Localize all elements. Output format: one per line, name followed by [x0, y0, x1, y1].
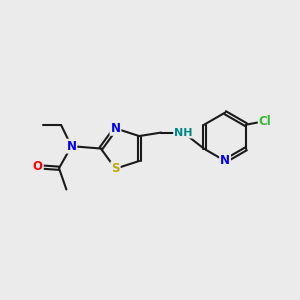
Text: NH: NH	[174, 128, 193, 137]
Text: O: O	[33, 160, 43, 173]
Text: N: N	[110, 122, 121, 135]
Text: N: N	[220, 154, 230, 167]
Text: N: N	[66, 140, 76, 153]
Text: Cl: Cl	[259, 115, 272, 128]
Text: S: S	[111, 162, 120, 175]
